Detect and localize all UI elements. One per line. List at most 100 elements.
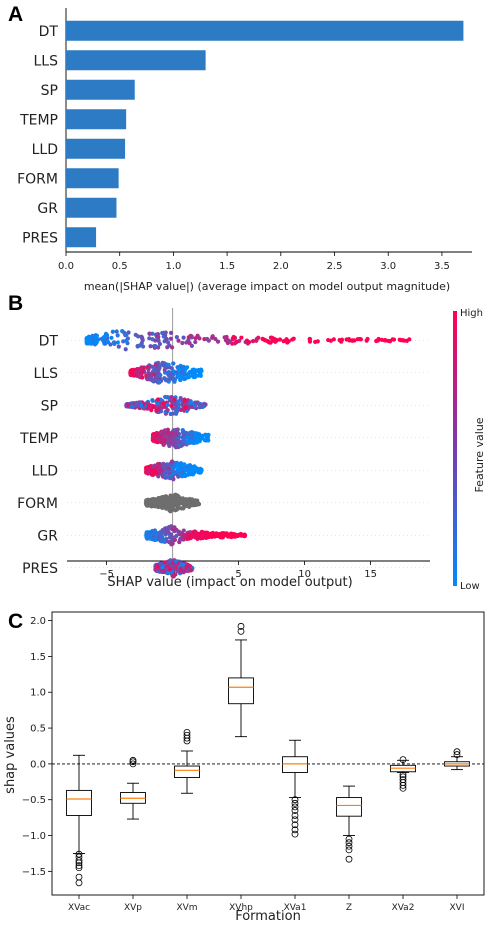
panel-a-bar <box>66 79 135 100</box>
panel-b-point <box>188 333 193 338</box>
panel-c-box <box>282 756 308 773</box>
panel-c-flier <box>399 756 407 763</box>
panel-b-point <box>247 339 252 345</box>
panel-b-point <box>239 532 244 537</box>
panel-b-point <box>239 335 244 340</box>
panel-b-point <box>161 401 166 406</box>
panel-b-category-label: SP <box>41 398 58 414</box>
panel-b-point <box>160 495 165 500</box>
panel-c-flier <box>291 830 299 838</box>
panel-b-point <box>174 533 179 539</box>
panel-c-flier <box>237 627 245 635</box>
panel-b-point <box>146 498 151 504</box>
panel-b-point <box>146 367 151 372</box>
panel-b-point <box>160 499 165 505</box>
panel-b-point <box>229 534 234 540</box>
panel-b-point <box>199 529 204 534</box>
panel-b-point <box>88 341 93 346</box>
panel-b-point <box>173 559 178 564</box>
panel-b-point <box>174 507 179 512</box>
panel-b-point <box>179 370 184 375</box>
panel-b-letter: B <box>8 292 23 315</box>
panel-b-point <box>84 337 89 342</box>
panel-b-point <box>254 337 259 342</box>
panel-b-point <box>151 404 156 410</box>
panel-b-point <box>169 394 174 400</box>
panel-b-point <box>147 331 152 336</box>
panel-a-x-tick-label: 1.0 <box>165 261 181 272</box>
panel-c-flier <box>453 751 461 758</box>
panel-b-point <box>178 377 183 383</box>
panel-a-bar <box>66 50 206 71</box>
panel-b-point <box>159 539 164 544</box>
panel-c-box <box>336 797 362 817</box>
panel-b-point <box>274 338 280 343</box>
panel-a-bar <box>66 227 97 248</box>
panel-b-point <box>215 339 221 344</box>
panel-b-point <box>139 366 144 371</box>
panel-b-point <box>167 558 172 564</box>
panel-c-flier <box>183 731 191 739</box>
panel-b-point <box>148 531 153 536</box>
panel-c-flier <box>345 855 353 863</box>
panel-c-flier <box>291 803 299 811</box>
panel-c-flier <box>75 864 83 872</box>
panel-a-bar <box>66 109 127 130</box>
panel-b-point <box>179 506 184 511</box>
panel-a-bar <box>66 138 126 159</box>
panel-b-point <box>182 532 187 538</box>
panel-b-point <box>192 372 197 377</box>
panel-b-point <box>165 571 171 576</box>
panel-b-point <box>159 405 164 411</box>
panel-b-point <box>164 567 169 572</box>
panel-b-point <box>151 368 156 373</box>
panel-b-point <box>187 341 192 346</box>
panel-b-point <box>176 442 182 447</box>
panel-b-point <box>175 463 180 468</box>
panel-b-point <box>124 332 129 337</box>
panel-b-point <box>162 504 167 510</box>
panel-b-point <box>125 403 130 408</box>
panel-b-point <box>171 507 176 512</box>
panel-b-point <box>182 568 187 573</box>
panel-b-point <box>232 532 237 537</box>
panel-b-point <box>182 462 187 467</box>
panel-a-x-tick-label: 3.0 <box>380 261 396 272</box>
panel-b-point <box>151 435 156 440</box>
panel-c-y-axis-label: shap values <box>3 716 18 794</box>
panel-b-point <box>376 336 381 342</box>
panel-b-point <box>91 336 96 341</box>
panel-b-point <box>104 332 110 338</box>
panel-c-flier <box>183 728 191 736</box>
panel-b-point <box>146 377 152 382</box>
panel-c-x-tick-label: XVhp <box>229 903 253 913</box>
panel-a-category-label: DT <box>39 24 59 40</box>
panel-b-point <box>121 339 126 344</box>
panel-c-x-tick-label: Z <box>346 903 352 913</box>
panel-b-point <box>196 501 202 507</box>
panel-b-point <box>171 441 176 446</box>
panel-b-point <box>162 367 167 372</box>
panel-b-point <box>163 364 168 369</box>
panel-a-x-tick-label: 0.0 <box>58 261 74 272</box>
panel-b-point <box>263 338 268 343</box>
panel-b-point <box>145 534 150 539</box>
panel-b-point <box>153 567 158 572</box>
panel-b-point <box>156 438 162 443</box>
panel-b-point <box>161 334 166 339</box>
panel-c-flier <box>345 839 353 847</box>
panel-b-point <box>194 440 200 445</box>
panel-c-y-tick-label: −1.0 <box>22 831 46 842</box>
panel-b-category-label: FORM <box>17 496 58 512</box>
panel-b-point <box>209 335 215 340</box>
panel-a-letter: A <box>8 3 23 26</box>
panel-a-bar <box>66 20 464 41</box>
panel-c-letter: C <box>8 610 23 633</box>
panel-b-point <box>193 339 198 345</box>
panel-c-flier <box>129 760 137 768</box>
panel-b-point <box>267 340 272 345</box>
panel-b-point <box>169 524 174 529</box>
panel-c-flier <box>345 835 353 843</box>
panel-b-point <box>182 372 188 377</box>
panel-b-point <box>169 403 174 409</box>
